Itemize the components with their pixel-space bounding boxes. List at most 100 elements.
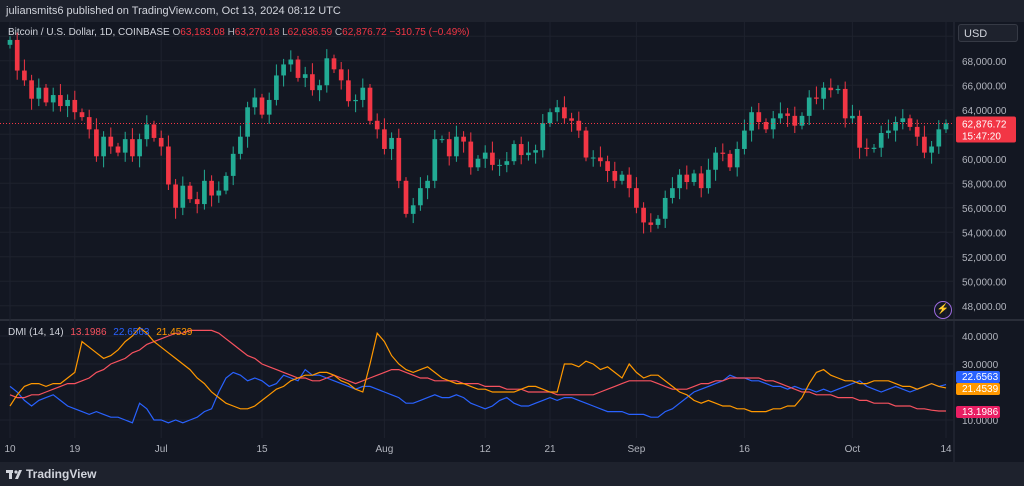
candle-body <box>655 218 661 225</box>
price-tick-label: 68,000.00 <box>962 57 1007 68</box>
candle-body <box>14 39 20 71</box>
price-tick-label: 58,000.00 <box>962 179 1007 190</box>
candle-body <box>814 97 819 99</box>
candle-body <box>907 118 913 127</box>
low-value: 62,636.59 <box>287 27 333 38</box>
candle-body <box>648 222 654 225</box>
candle-body <box>65 99 70 107</box>
dmi-legend: DMI (14, 14) 13.1986 22.6563 21.4539 <box>8 327 192 338</box>
candle-body <box>612 171 618 181</box>
candle-body <box>634 188 639 208</box>
candle-body <box>871 147 877 149</box>
candle-body <box>151 124 157 138</box>
candle-body <box>245 107 250 137</box>
candle-body <box>914 126 920 137</box>
candle-body <box>36 87 42 99</box>
candle-body <box>778 113 783 119</box>
candle-body <box>684 174 690 183</box>
price-tick-label: 52,000.00 <box>962 253 1007 264</box>
candle-body <box>749 112 754 131</box>
candle-body <box>547 112 553 124</box>
candle-body <box>50 95 56 103</box>
price-tick-label: 50,000.00 <box>962 277 1007 288</box>
candle-body <box>166 146 171 185</box>
time-tick-label: Oct <box>845 444 861 455</box>
dmi-minus-badge <box>956 406 1000 418</box>
dmi-tick-label: 30.0000 <box>962 360 999 371</box>
candle-body <box>194 199 200 205</box>
price-tick-label: 54,000.00 <box>962 228 1007 239</box>
candle-body <box>504 161 510 165</box>
dmi-minus-value: 13.1986 <box>70 327 107 338</box>
candle-body <box>72 99 78 113</box>
candle-body <box>943 123 949 130</box>
candle-body <box>374 120 380 130</box>
time-tick-label: Sep <box>628 444 646 455</box>
countdown-label: 15:47:20 <box>962 132 1001 143</box>
candle-body <box>187 185 193 200</box>
candle-body <box>929 146 934 153</box>
candle-body <box>295 59 301 78</box>
candle-body <box>900 118 906 122</box>
candle-body <box>598 157 603 162</box>
candle-body <box>713 152 718 170</box>
candle-body <box>526 152 531 156</box>
price-pane <box>0 22 954 318</box>
candle-body <box>835 88 841 91</box>
candle-body <box>792 115 798 126</box>
price-tick-label: 48,000.00 <box>962 302 1007 313</box>
footer-brand: TradingView <box>26 467 97 481</box>
dmi-title: DMI (14, 14) <box>8 327 64 338</box>
price-tick-label: 66,000.00 <box>962 81 1007 92</box>
dmi-minus-line <box>9 329 946 412</box>
candle-body <box>22 70 27 81</box>
candle-body <box>382 129 387 149</box>
candle-body <box>742 130 747 149</box>
candle-body <box>785 113 790 116</box>
candle-body <box>353 99 358 102</box>
candle-body <box>756 112 762 122</box>
last-price-badge <box>956 116 1016 143</box>
lightning-icon[interactable]: ⚡ <box>934 301 952 319</box>
dmi-plus-badge-label: 22.6563 <box>962 372 999 383</box>
candle-body <box>115 146 121 153</box>
candle-body <box>605 161 610 171</box>
candle-body <box>310 74 315 91</box>
price-tick-label: 64,000.00 <box>962 106 1007 117</box>
candle-body <box>180 185 186 208</box>
open-value: 63,183.08 <box>180 27 225 38</box>
candle-body <box>396 137 402 181</box>
candle-body <box>418 188 423 206</box>
candle-body <box>482 152 488 159</box>
publish-header: juliansmits6 published on TradingView.co… <box>0 0 1024 22</box>
last-price-label: 62,876.72 <box>962 120 1007 131</box>
candle-body <box>324 58 330 86</box>
dmi-adx-line <box>9 326 947 413</box>
candle-body <box>626 174 632 189</box>
candle-body <box>706 169 711 189</box>
candle-body <box>641 207 646 223</box>
time-tick-label: 12 <box>480 444 492 455</box>
time-tick-label: Aug <box>376 444 394 455</box>
currency-button[interactable]: USD <box>958 24 1018 42</box>
candle-body <box>223 175 229 191</box>
candle-body <box>727 153 733 168</box>
candle-body <box>576 120 582 131</box>
candle-body <box>799 115 805 126</box>
candle-body <box>562 107 567 119</box>
candle-body <box>58 95 63 107</box>
candle-body <box>518 144 524 156</box>
candle-body <box>86 117 92 130</box>
footer-bar: TradingView <box>0 462 1024 486</box>
candle-body <box>439 139 445 141</box>
candle-body <box>468 141 474 168</box>
candle-body <box>202 180 207 205</box>
candle-body <box>720 152 726 154</box>
candle-body <box>209 180 214 196</box>
candle-body <box>454 136 459 157</box>
candle-body <box>763 122 769 130</box>
time-tick-label: 16 <box>739 444 751 455</box>
candle-body <box>403 180 409 214</box>
candle-body <box>583 130 589 158</box>
